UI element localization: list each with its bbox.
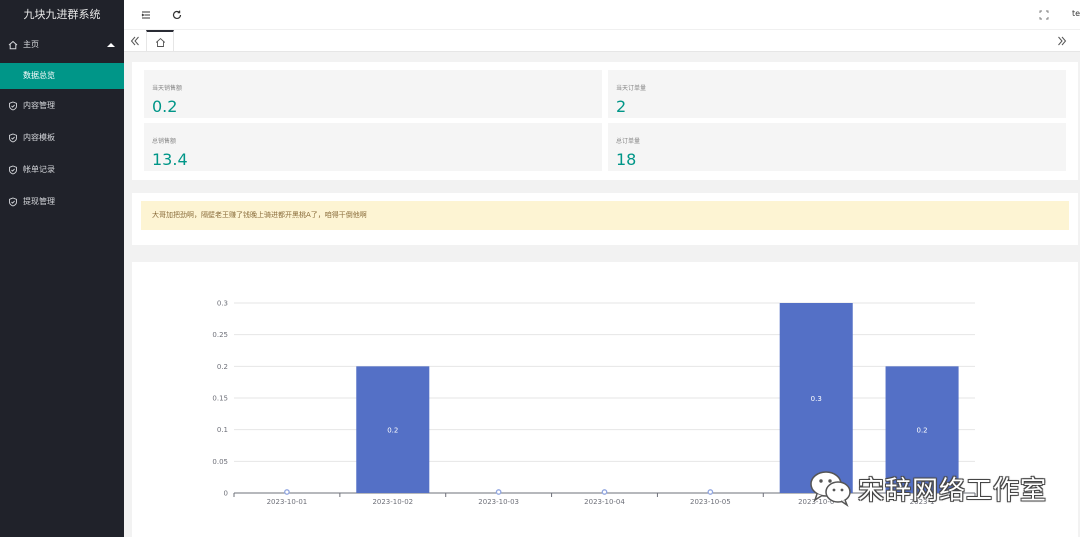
- user-name[interactable]: te: [1072, 9, 1080, 18]
- bar-data-label: 0.2: [917, 427, 928, 435]
- zero-value-marker: [284, 489, 290, 495]
- wechat-icon: [810, 471, 851, 507]
- stat-value: 2: [616, 97, 627, 116]
- y-tick-label: 0.15: [212, 395, 228, 403]
- shield-icon: [8, 197, 18, 207]
- home-icon: [8, 40, 18, 50]
- zero-value-marker: [707, 489, 714, 495]
- stat-today-orders: 当天订单量 2: [608, 70, 1066, 118]
- zero-value-marker: [601, 489, 608, 495]
- sidebar: 九块九进群系统 主页 数据总览 内容管理 内容模板 帐单记录 提现管理: [0, 0, 124, 537]
- stats-panel: 当天销售额 0.2 当天订单量 2 总销售额 13.4 总订单量 18: [132, 62, 1078, 180]
- x-tick-label: 2023-10-05: [690, 498, 731, 506]
- sidebar-item-label: 主页: [23, 40, 39, 49]
- fullscreen-icon[interactable]: [1037, 8, 1051, 22]
- x-tick-label: 2023-10-03: [478, 498, 519, 506]
- sidebar-item-content-management[interactable]: 内容管理: [0, 93, 124, 119]
- y-tick-label: 0.05: [212, 458, 228, 466]
- stat-label: 总销售额: [152, 138, 177, 145]
- bar-data-label: 0.2: [387, 427, 398, 435]
- y-tick-label: 0: [224, 490, 228, 498]
- shield-icon: [8, 101, 18, 111]
- bar: [356, 366, 430, 493]
- shield-icon: [8, 165, 18, 175]
- tab-bar: [124, 30, 1080, 52]
- bar: [885, 366, 959, 493]
- sidebar-item-label: 帐单记录: [23, 165, 55, 174]
- chevron-up-icon: [107, 43, 115, 47]
- chart-panel: 0 0.05 0.1 0.15 0.2 0.25 0.3 2023-10-01 0.2 2023-…: [132, 262, 1078, 537]
- stat-value: 18: [616, 150, 637, 169]
- sidebar-item-data-overview[interactable]: 数据总览: [0, 63, 124, 89]
- tabs-scroll-right-icon[interactable]: [1054, 33, 1070, 49]
- sidebar-item-label: 数据总览: [23, 71, 55, 80]
- refresh-icon[interactable]: [170, 8, 184, 22]
- sidebar-item-billing-records[interactable]: 帐单记录: [0, 157, 124, 183]
- stat-label: 当天订单量: [616, 85, 647, 92]
- watermark: 宋辞网络工作室: [808, 468, 1047, 508]
- sidebar-item-label: 提现管理: [23, 197, 55, 206]
- sales-bar-chart: 0 0.05 0.1 0.15 0.2 0.25 0.3 2023-10-01 0.2 2023-…: [212, 300, 976, 506]
- x-tick-label: 2023-10-04: [584, 498, 625, 506]
- stat-value: 13.4: [152, 150, 188, 169]
- zero-value-marker: [495, 489, 502, 495]
- sidebar-item-label: 内容管理: [23, 101, 55, 110]
- notice-panel: 大哥加把劲啊，隔壁老王赚了钱晚上骑进都开黑桃A了，咱得干倒他啊: [132, 193, 1078, 245]
- shield-icon: [8, 133, 18, 143]
- stat-total-orders: 总订单量 18: [608, 123, 1066, 171]
- stat-label: 总订单量: [616, 138, 641, 145]
- tabs-scroll-left-icon[interactable]: [127, 33, 143, 49]
- bar: [779, 303, 853, 493]
- y-tick-label: 0.25: [212, 331, 228, 339]
- app-title: 九块九进群系统: [0, 0, 124, 30]
- bar-data-label: 0.3: [811, 395, 822, 403]
- sidebar-item-label: 内容模板: [23, 133, 55, 142]
- y-tick-label: 0.2: [217, 363, 228, 371]
- sidebar-item-content-template[interactable]: 内容模板: [0, 125, 124, 151]
- tab-home[interactable]: [146, 30, 174, 52]
- x-tick-label: 2023-1: [910, 498, 935, 506]
- menu-toggle-icon[interactable]: [139, 8, 153, 22]
- x-tick-label: 2023-10-01: [267, 498, 308, 506]
- home-icon: [155, 37, 165, 47]
- stat-today-sales: 当天销售额 0.2: [144, 70, 602, 118]
- sidebar-item-home[interactable]: 主页: [0, 32, 124, 58]
- notice-banner: 大哥加把劲啊，隔壁老王赚了钱晚上骑进都开黑桃A了，咱得干倒他啊: [141, 201, 1069, 230]
- x-tick-label: 2023-10-02: [372, 498, 413, 506]
- x-tick-label: 2023-10-0: [798, 498, 834, 506]
- stat-total-sales: 总销售额 13.4: [144, 123, 602, 171]
- topbar: te: [124, 0, 1080, 30]
- stat-label: 当天销售额: [152, 85, 183, 92]
- sidebar-item-withdrawal-management[interactable]: 提现管理: [0, 189, 124, 215]
- y-tick-label: 0.3: [217, 300, 228, 308]
- stat-value: 0.2: [152, 97, 178, 116]
- watermark-text: 宋辞网络工作室: [858, 475, 1048, 506]
- y-tick-label: 0.1: [217, 426, 228, 434]
